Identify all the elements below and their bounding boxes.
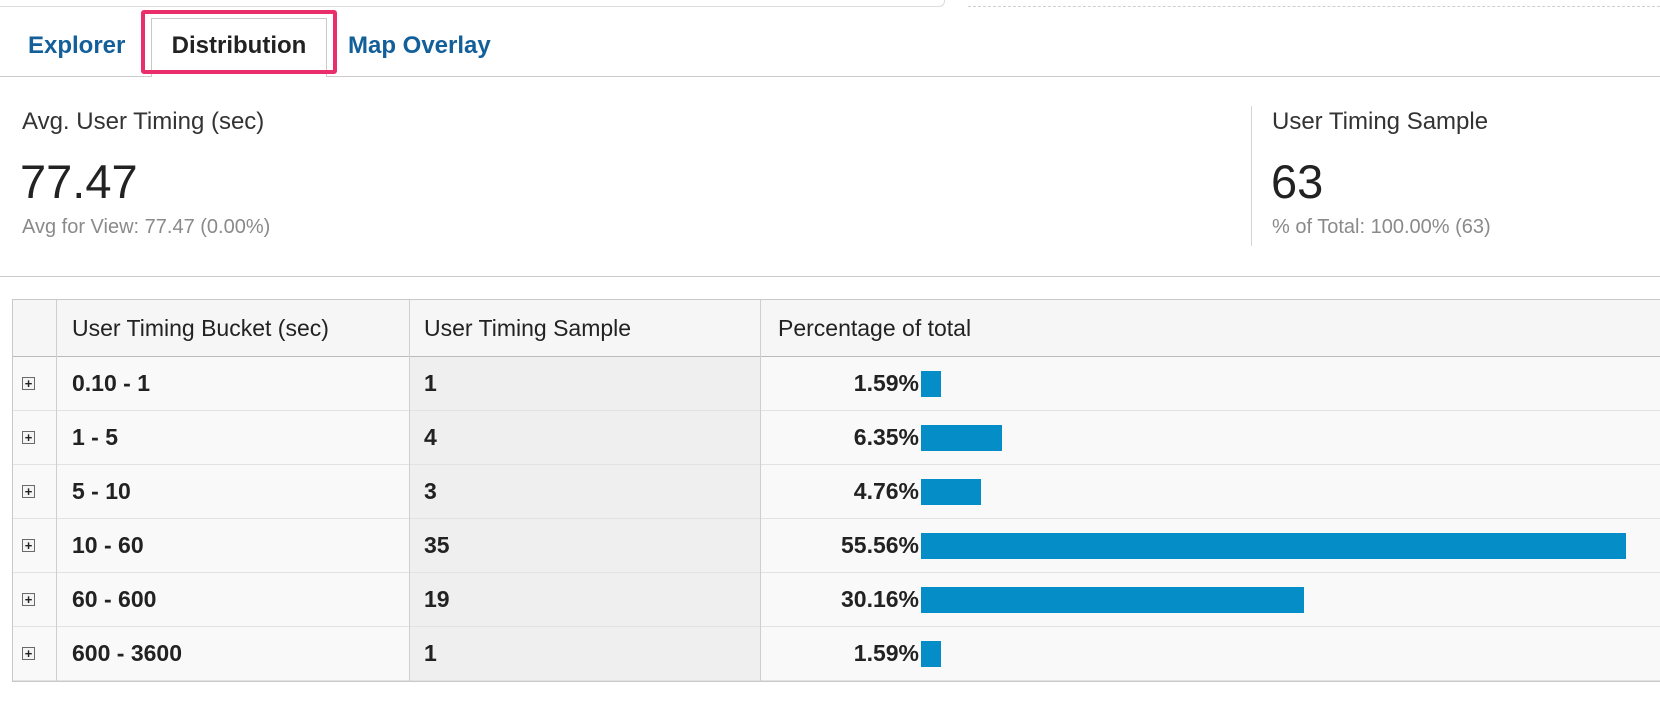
sample-cell: 4 <box>424 424 437 450</box>
metric-avg-sub: Avg for View: 77.47 (0.00%) <box>22 216 270 239</box>
sample-column-shade <box>409 627 760 680</box>
table-row: +600 - 3600 1 1.59% <box>13 627 1660 681</box>
expand-row-icon[interactable]: + <box>22 431 35 444</box>
percentage-bar <box>921 479 981 505</box>
metric-sample-sub: % of Total: 100.00% (63) <box>1272 216 1491 239</box>
bucket-cell: 0.10 - 1 <box>72 370 150 396</box>
expand-row-icon[interactable]: + <box>22 377 35 390</box>
sample-column-shade <box>409 357 760 410</box>
percentage-cell: 55.56% <box>840 532 919 558</box>
table-row: +10 - 60 35 55.56% <box>13 519 1660 573</box>
header-bucket[interactable]: User Timing Bucket (sec) <box>72 315 329 341</box>
table-row: +5 - 10 3 4.76% <box>13 465 1660 519</box>
metric-avg-label: Avg. User Timing (sec) <box>22 108 265 135</box>
metric-sample-value: 63 <box>1271 155 1324 208</box>
bucket-cell: 1 - 5 <box>72 424 119 450</box>
table-row: +60 - 600 19 30.16% <box>13 573 1660 627</box>
metric-sample-sub-value: 100.00% (63) <box>1370 216 1491 238</box>
sample-cell: 19 <box>424 586 450 612</box>
tab-highlight-outline <box>141 10 337 74</box>
column-divider <box>56 300 57 682</box>
view-tabs: Explorer Distribution Map Overlay <box>0 0 1660 77</box>
column-divider <box>409 300 410 682</box>
bucket-cell: 5 - 10 <box>72 478 131 504</box>
metric-sample-label: User Timing Sample <box>1272 108 1489 135</box>
bucket-cell: 60 - 600 <box>72 586 157 612</box>
expand-row-icon[interactable]: + <box>22 593 35 606</box>
table-header: User Timing Bucket (sec) User Timing Sam… <box>13 300 1660 357</box>
metric-avg-sub-label: Avg for View: <box>22 216 145 238</box>
metric-sample-sub-label: % of Total: <box>1272 216 1371 238</box>
expand-row-icon[interactable]: + <box>22 647 35 660</box>
tab-explorer[interactable]: Explorer <box>28 32 126 59</box>
percentage-cell: 30.16% <box>840 586 919 612</box>
expand-row-icon[interactable]: + <box>22 539 35 552</box>
sample-cell: 1 <box>424 370 437 396</box>
tab-distribution-label: Distribution <box>171 32 307 59</box>
bucket-cell: 10 - 60 <box>72 532 144 558</box>
column-divider <box>760 300 761 682</box>
table-row: +0.10 - 1 1 1.59% <box>13 357 1660 411</box>
metric-avg-value: 77.47 <box>20 155 138 208</box>
expand-row-icon[interactable]: + <box>22 485 35 498</box>
percentage-bar <box>921 587 1304 613</box>
sample-column-shade <box>409 519 760 572</box>
sample-column-shade <box>409 411 760 464</box>
sample-cell: 1 <box>424 640 437 666</box>
metric-divider <box>1251 106 1252 246</box>
sample-cell: 35 <box>424 532 450 558</box>
bucket-cell: 600 - 3600 <box>72 640 182 666</box>
metrics-separator <box>0 276 1660 277</box>
percentage-cell: 1.59% <box>853 370 919 396</box>
tab-map-overlay[interactable]: Map Overlay <box>348 32 491 59</box>
metric-avg-sub-value: 77.47 (0.00%) <box>144 216 271 238</box>
tab-distribution[interactable]: Distribution <box>151 18 327 77</box>
percentage-cell: 4.76% <box>853 478 919 504</box>
percentage-bar <box>921 371 941 397</box>
percentage-cell: 6.35% <box>853 424 919 450</box>
percentage-bar <box>921 425 1002 451</box>
sample-column-shade <box>409 573 760 626</box>
distribution-table: User Timing Bucket (sec) User Timing Sam… <box>12 299 1660 682</box>
top-dashed-edge <box>968 6 1660 7</box>
header-sample[interactable]: User Timing Sample <box>424 315 632 341</box>
sample-column-shade <box>409 465 760 518</box>
sample-cell: 3 <box>424 478 437 504</box>
percentage-bar <box>921 533 1626 559</box>
header-percentage[interactable]: Percentage of total <box>778 315 972 341</box>
percentage-bar <box>921 641 941 667</box>
percentage-cell: 1.59% <box>853 640 919 666</box>
table-row: +1 - 5 4 6.35% <box>13 411 1660 465</box>
